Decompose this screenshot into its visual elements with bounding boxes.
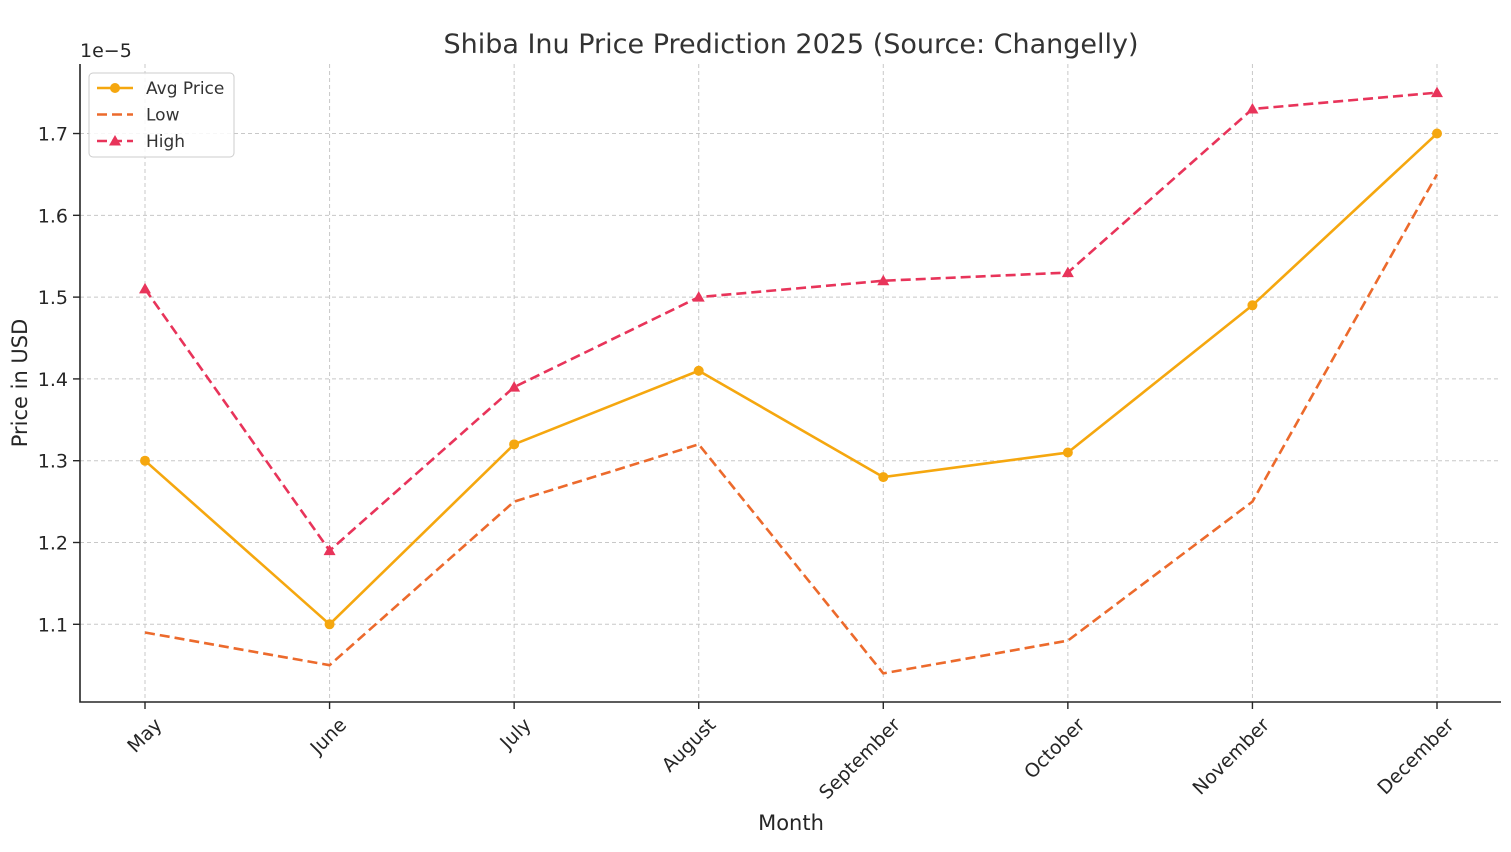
legend-marker — [110, 83, 120, 93]
series-layer — [139, 86, 1443, 675]
y-tick-label: 1.3 — [38, 451, 68, 473]
data-point — [692, 291, 705, 302]
x-tick-label: August — [658, 714, 721, 777]
y-tick-label: 1.7 — [38, 124, 68, 146]
legend-label: High — [146, 132, 185, 152]
x-tick-label: June — [306, 714, 352, 760]
data-point — [1246, 102, 1259, 114]
data-point — [140, 455, 150, 466]
y-offset-text: 1e−5 — [80, 40, 132, 62]
data-point — [324, 619, 335, 630]
x-tick-label: July — [495, 714, 535, 754]
x-tick-label: September — [815, 714, 905, 804]
legend-label: Low — [146, 106, 180, 126]
series-line-low — [144, 173, 1439, 675]
data-point — [1061, 266, 1074, 278]
axes-layer: May June July August September October Novembe… — [38, 64, 1501, 804]
x-tick-label: December — [1373, 714, 1458, 799]
legend-marker — [109, 135, 121, 146]
data-point — [1247, 300, 1258, 311]
y-tick-label: 1.2 — [38, 533, 68, 555]
y-tick-label: 1.5 — [38, 287, 68, 309]
data-point — [1431, 86, 1443, 98]
x-tick-label: October — [1020, 714, 1089, 783]
y-tick-label: 1.1 — [38, 614, 68, 636]
legend-label: Avg Price — [146, 79, 224, 99]
x-tick-label: November — [1189, 714, 1275, 800]
data-point — [878, 472, 889, 483]
series-line-avg-price — [144, 132, 1438, 626]
data-point — [1062, 447, 1073, 458]
axis-spine — [79, 64, 1501, 703]
grid-layer — [80, 64, 1501, 702]
y-tick-label: 1.6 — [38, 205, 68, 227]
x-tick-label: May — [123, 714, 166, 757]
series-line-high — [143, 91, 1438, 552]
legend-box — [88, 72, 235, 158]
data-point — [877, 274, 890, 286]
legend: Avg Price Low High — [88, 72, 235, 158]
y-tick-label: 1.4 — [38, 369, 68, 391]
chart-title: Shiba Inu Price Prediction 2025 (Source:… — [443, 29, 1138, 60]
data-point — [509, 439, 520, 450]
data-point — [693, 365, 704, 376]
x-axis-label: Month — [758, 811, 824, 835]
data-point — [139, 282, 151, 294]
data-point — [508, 381, 521, 392]
y-axis-label: Price in USD — [8, 319, 32, 448]
data-point — [323, 544, 336, 556]
data-point — [1432, 128, 1442, 139]
